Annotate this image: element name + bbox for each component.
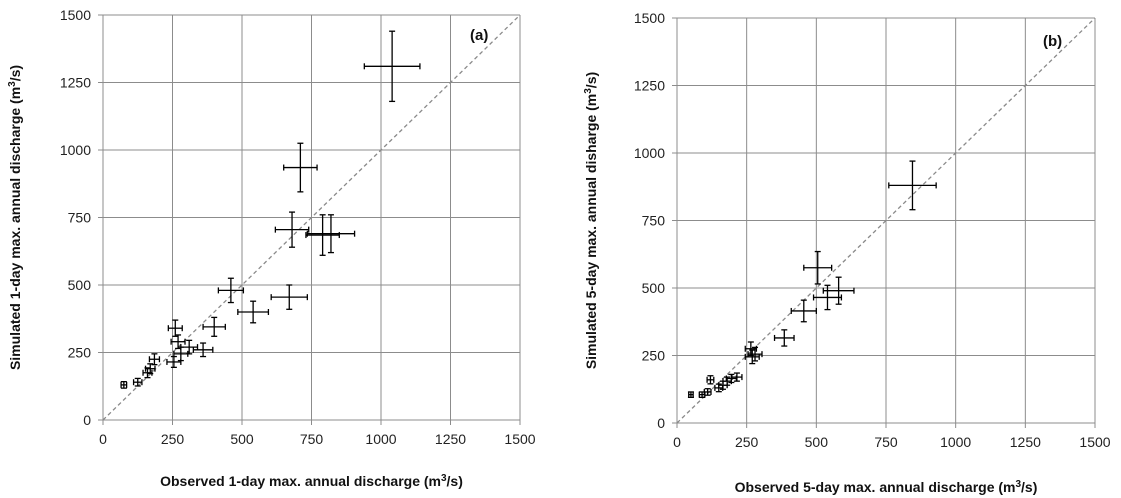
data-point (237, 300, 270, 324)
x-tick-label: 750 (300, 431, 324, 447)
one-to-one-line (102, 14, 521, 421)
x-tick-label: 500 (230, 431, 254, 447)
data-point (822, 276, 855, 305)
chart-b: 0 250 500 750 1000 1250 1500 0 250 500 750 1000 1250… (583, 10, 1111, 495)
y-tick-label: 750 (68, 210, 92, 226)
data-point (217, 277, 245, 304)
data-point (812, 284, 843, 311)
x-tick-label: 0 (673, 434, 681, 450)
y-tick-label: 500 (68, 277, 92, 293)
x-tick-label: 1000 (940, 434, 971, 450)
y-tick-label: 1500 (60, 7, 91, 23)
data-point (132, 377, 143, 387)
data-point (148, 353, 161, 366)
x-tick-label: 1500 (504, 431, 535, 447)
data-point (744, 349, 760, 365)
x-tick-label: 1250 (435, 431, 466, 447)
panel-label: (b) (1043, 33, 1062, 50)
data-point (170, 334, 186, 350)
x-tick-label: 1500 (1079, 434, 1110, 450)
y-tick-label: 500 (642, 280, 666, 296)
data-point (166, 355, 182, 369)
y-tick-label: 750 (642, 213, 666, 229)
data-point (274, 211, 310, 248)
y-tick-label: 0 (657, 415, 665, 431)
y-tick-label: 1000 (60, 142, 91, 158)
x-tick-label: 1000 (365, 431, 396, 447)
data-point (773, 329, 795, 347)
x-tick-label: 1250 (1010, 434, 1041, 450)
data-point (714, 383, 724, 393)
chart-a: 0 250 500 750 1000 1250 1500 0 250 500 750 1000 1250… (7, 7, 536, 489)
data-point (283, 142, 318, 193)
data-point (747, 346, 763, 362)
data-point (687, 391, 694, 399)
data-point (363, 30, 421, 103)
x-tick-label: 250 (735, 434, 759, 450)
y-axis-label: Simulated 1-day max. annual discharge (m… (7, 65, 24, 370)
x-axis-label: Observed 5-day max. annual discharge (m3… (735, 479, 1038, 496)
data-point (167, 319, 183, 337)
y-tick-label: 250 (68, 345, 92, 361)
data-point (790, 299, 817, 323)
y-tick-label: 1500 (634, 10, 665, 26)
data-point (706, 375, 715, 385)
one-to-one-line (676, 17, 1096, 424)
y-axis-label: Simulated 5-day max. annual disharge (m3… (583, 72, 600, 369)
y-tick-label: 1000 (634, 145, 665, 161)
data-point (202, 316, 226, 337)
x-axis-label: Observed 1-day max. annual discharge (m3… (160, 473, 463, 490)
data-point (270, 284, 308, 310)
x-tick-label: 0 (99, 431, 107, 447)
panel-label: (a) (470, 27, 488, 44)
y-tick-label: 1250 (634, 78, 665, 94)
x-tick-label: 500 (805, 434, 829, 450)
data-point (192, 342, 214, 358)
y-tick-label: 0 (83, 412, 91, 428)
y-tick-label: 1250 (60, 75, 91, 91)
data-point (306, 214, 356, 254)
data-point (888, 160, 937, 211)
x-tick-label: 750 (874, 434, 898, 450)
data-point (698, 391, 706, 399)
data-point (305, 214, 340, 256)
data-point (803, 250, 833, 285)
x-tick-label: 250 (161, 431, 185, 447)
data-point (120, 381, 128, 389)
data-point (142, 367, 153, 379)
y-tick-label: 250 (642, 348, 666, 364)
